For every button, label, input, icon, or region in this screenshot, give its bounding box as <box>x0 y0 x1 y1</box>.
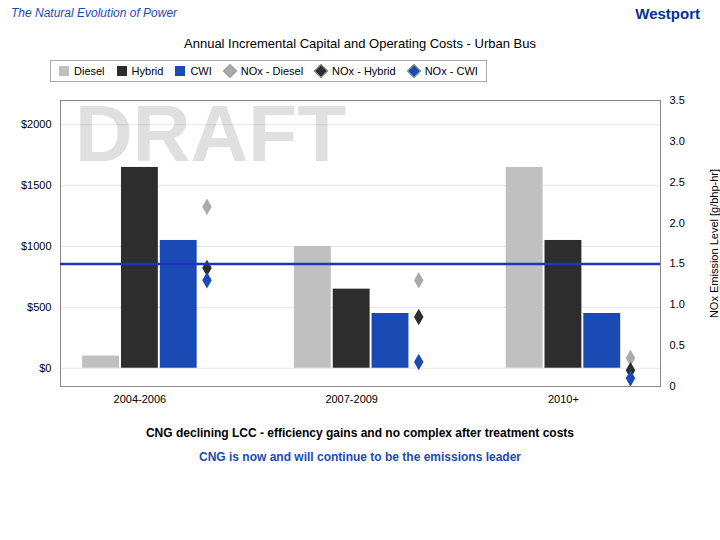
svg-text:0.5: 0.5 <box>670 339 685 351</box>
svg-text:0: 0 <box>670 380 676 392</box>
svg-text:3.5: 3.5 <box>670 94 685 106</box>
svg-text:$1500: $1500 <box>21 179 52 191</box>
svg-text:NOx Emission Level [g/bhp-hr]: NOx Emission Level [g/bhp-hr] <box>708 169 720 318</box>
svg-text:3.0: 3.0 <box>670 135 685 147</box>
html-text:DRAFT: DRAFT <box>75 89 347 178</box>
html-text:CNG declining LCC - efficiency: CNG declining LCC - efficiency gains and… <box>146 426 574 440</box>
html-text:Hybrid: Hybrid <box>131 65 164 77</box>
svg-text:$500: $500 <box>27 301 51 313</box>
html-text:NOx - Diesel: NOx - Diesel <box>240 65 304 77</box>
svg-text:$0: $0 <box>39 362 51 374</box>
svg-text:$2000: $2000 <box>21 118 52 130</box>
svg-text:2004-2006: 2004-2006 <box>114 393 167 405</box>
html-text:Westport: Westport <box>635 5 700 22</box>
svg-text:1.5: 1.5 <box>670 257 685 269</box>
html-text:Diesel: Diesel <box>74 65 105 77</box>
html-text:CWI: CWI <box>190 65 212 77</box>
svg-text:1.0: 1.0 <box>670 298 685 310</box>
svg-text:$1000: $1000 <box>21 240 52 252</box>
html-text:NOx - Hybrid: NOx - Hybrid <box>332 65 396 77</box>
svg-text:2.5: 2.5 <box>670 176 685 188</box>
html-text:Annual Incremental Capital and: Annual Incremental Capital and Operating… <box>184 36 536 51</box>
html-text:NOx - CWI: NOx - CWI <box>424 65 478 77</box>
html-text:CNG is now and will continue t: CNG is now and will continue to be the e… <box>199 450 521 464</box>
svg-text:2.0: 2.0 <box>670 217 685 229</box>
svg-text:2010+: 2010+ <box>548 393 579 405</box>
svg-text:2007-2009: 2007-2009 <box>325 393 378 405</box>
html-text:The Natural Evolution of Power: The Natural Evolution of Power <box>11 6 178 20</box>
